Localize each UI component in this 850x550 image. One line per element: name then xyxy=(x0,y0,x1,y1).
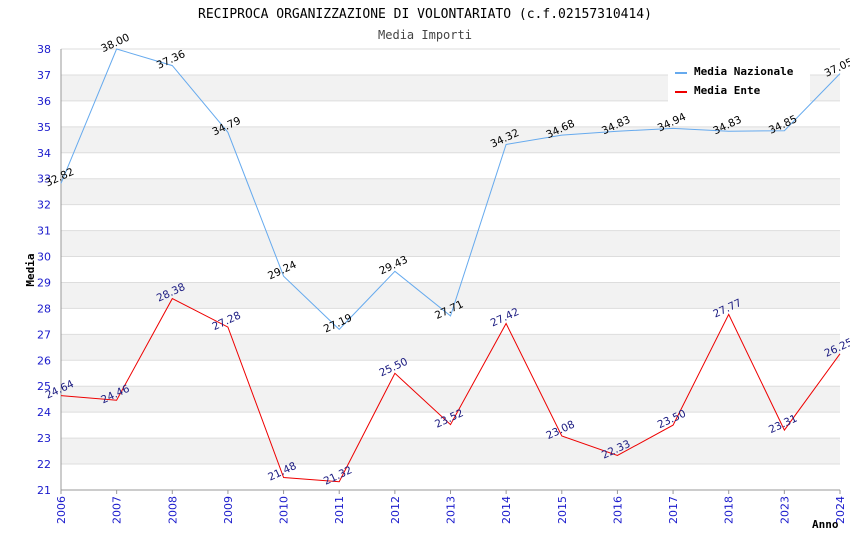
y-tick-label: 30 xyxy=(37,251,51,264)
y-tick-label: 31 xyxy=(37,225,51,238)
x-tick-label: 2024 xyxy=(834,496,847,524)
y-tick-label: 25 xyxy=(37,380,51,393)
grid-band xyxy=(61,386,840,413)
y-tick-label: 23 xyxy=(37,432,51,445)
chart-subtitle: Media Importi xyxy=(378,28,472,42)
series-group xyxy=(60,48,841,483)
y-tick-label: 33 xyxy=(37,173,51,186)
y-tick-label: 34 xyxy=(37,147,51,160)
x-tick-labels: 2006 2007 2008 2009 2010 2011 2012 2013 2014 2015… xyxy=(55,490,847,524)
y-tick-label: 37 xyxy=(37,69,51,82)
y-tick-label: 22 xyxy=(37,458,51,471)
data-label-media-nazionale: 29.43 xyxy=(377,254,409,278)
series-line-media-nazionale xyxy=(60,48,841,331)
grid-band xyxy=(61,438,840,465)
y-tick-label: 21 xyxy=(37,484,51,497)
legend-label-media-nazionale: Media Nazionale xyxy=(694,65,794,78)
x-tick-label: 2013 xyxy=(445,496,458,524)
y-tick-label: 26 xyxy=(37,354,51,367)
legend: Media Nazionale Media Ente xyxy=(668,60,810,102)
x-tick-label: 2018 xyxy=(723,496,736,524)
grid-band xyxy=(61,126,840,153)
x-axis-label: Anno xyxy=(812,518,839,531)
data-label-media-nazionale: 27.19 xyxy=(322,312,354,336)
y-tick-label: 28 xyxy=(37,302,51,315)
y-tick-label: 35 xyxy=(37,121,51,134)
x-tick-label: 2015 xyxy=(556,496,569,524)
grid-band xyxy=(61,334,840,361)
y-tick-label: 29 xyxy=(37,276,51,289)
data-label-media-nazionale: 37.36 xyxy=(155,48,188,72)
grid-band xyxy=(61,230,840,257)
x-tick-label: 2012 xyxy=(389,496,402,524)
x-tick-label: 2007 xyxy=(111,496,124,524)
x-tick-label: 2023 xyxy=(778,496,791,524)
data-label-media-ente: 27.28 xyxy=(211,310,243,334)
chart-title: RECIPROCA ORGANIZZAZIONE DI VOLONTARIATO… xyxy=(198,7,652,22)
x-tick-label: 2006 xyxy=(55,496,68,524)
legend-background xyxy=(668,60,810,102)
y-tick-label: 36 xyxy=(37,95,51,108)
grid-band xyxy=(61,178,840,205)
data-label-media-ente: 23.31 xyxy=(767,413,799,437)
legend-label-media-ente: Media Ente xyxy=(694,84,761,97)
x-tick-label: 2010 xyxy=(278,496,291,524)
y-tick-label: 32 xyxy=(37,199,51,212)
data-label-media-nazionale: 29.24 xyxy=(266,259,299,283)
x-tick-label: 2017 xyxy=(667,496,680,524)
data-label-media-ente: 21.32 xyxy=(322,464,354,488)
grid-band xyxy=(61,282,840,309)
x-tick-label: 2009 xyxy=(222,496,235,524)
y-axis-label: Media xyxy=(24,253,37,286)
y-tick-label: 27 xyxy=(37,328,51,341)
y-tick-label: 24 xyxy=(37,406,51,419)
y-tick-labels: 21 22 23 24 25 26 27 28 29 30 31 32 33 34 35 36 37 38 xyxy=(37,43,51,497)
x-tick-label: 2011 xyxy=(333,496,346,524)
x-tick-label: 2014 xyxy=(500,496,513,524)
grid-bands xyxy=(61,74,840,465)
series-line-media-ente xyxy=(60,297,841,483)
x-tick-label: 2008 xyxy=(166,496,179,524)
y-tick-label: 38 xyxy=(37,43,51,56)
x-tick-label: 2016 xyxy=(611,496,624,524)
